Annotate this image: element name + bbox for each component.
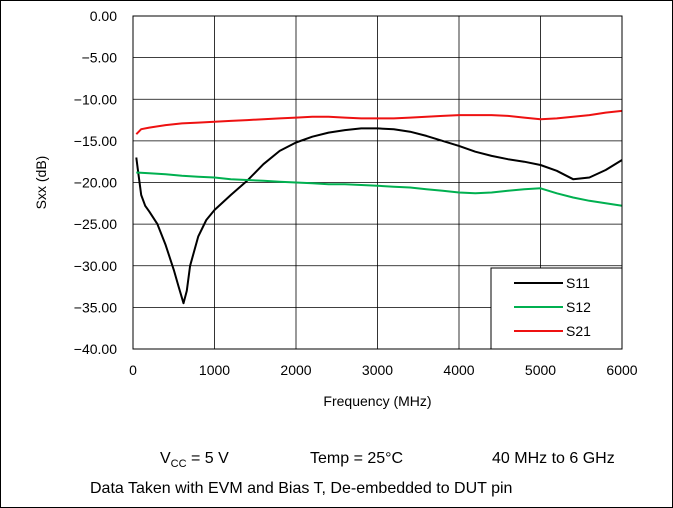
- y-tick-label: −15.00: [74, 133, 117, 149]
- y-tick-labels: 0.00 −5.00 −10.00 −15.00 −20.00 −25.00 −30.00 −…: [74, 8, 117, 357]
- y-tick-label: −40.00: [74, 341, 117, 357]
- y-tick-label: −35.00: [74, 299, 117, 315]
- plot-area-border: [132, 15, 623, 350]
- x-tick-label: 1000: [199, 362, 230, 378]
- vcc-label: VCC = 5 V: [160, 450, 229, 470]
- legend-box: [490, 267, 623, 350]
- y-tick-label: −10.00: [74, 91, 117, 107]
- series-line-s11: [135, 127, 623, 305]
- x-tick-label: 4000: [443, 362, 474, 378]
- caption-temp: Temp = 25°C: [310, 450, 404, 467]
- x-tick-label: 0: [129, 362, 137, 378]
- y-tick-label: −25.00: [74, 216, 117, 232]
- series-line-s12: [136, 171, 623, 207]
- caption-line-2: Data Taken with EVM and Bias T, De-embed…: [90, 480, 513, 497]
- x-tick-label: 6000: [606, 362, 637, 378]
- y-tick-label: −5.00: [82, 50, 118, 66]
- legend-label-s11: S11: [566, 275, 590, 291]
- x-tick-label: 2000: [280, 362, 311, 378]
- caption-range: 40 MHz to 6 GHz: [492, 450, 615, 467]
- legend: S11 S12 S21: [490, 267, 623, 350]
- x-tick-labels: 0 1000 2000 3000 4000 5000 6000: [129, 362, 638, 378]
- y-tick-label: −20.00: [74, 175, 117, 191]
- series-lines: [135, 109, 623, 305]
- series-line-s21: [135, 109, 623, 135]
- x-tick-label: 5000: [525, 362, 556, 378]
- y-tick-label: 0.00: [90, 8, 117, 24]
- y-axis-label: Sxx (dB): [33, 156, 49, 210]
- legend-label-s12: S12: [566, 299, 591, 315]
- legend-label-s21: S21: [566, 323, 591, 339]
- caption-line-1: VCC = 5 V: [160, 450, 229, 470]
- x-tick-label: 3000: [362, 362, 393, 378]
- y-tick-label: −30.00: [74, 258, 117, 274]
- x-axis-label: Frequency (MHz): [323, 393, 431, 409]
